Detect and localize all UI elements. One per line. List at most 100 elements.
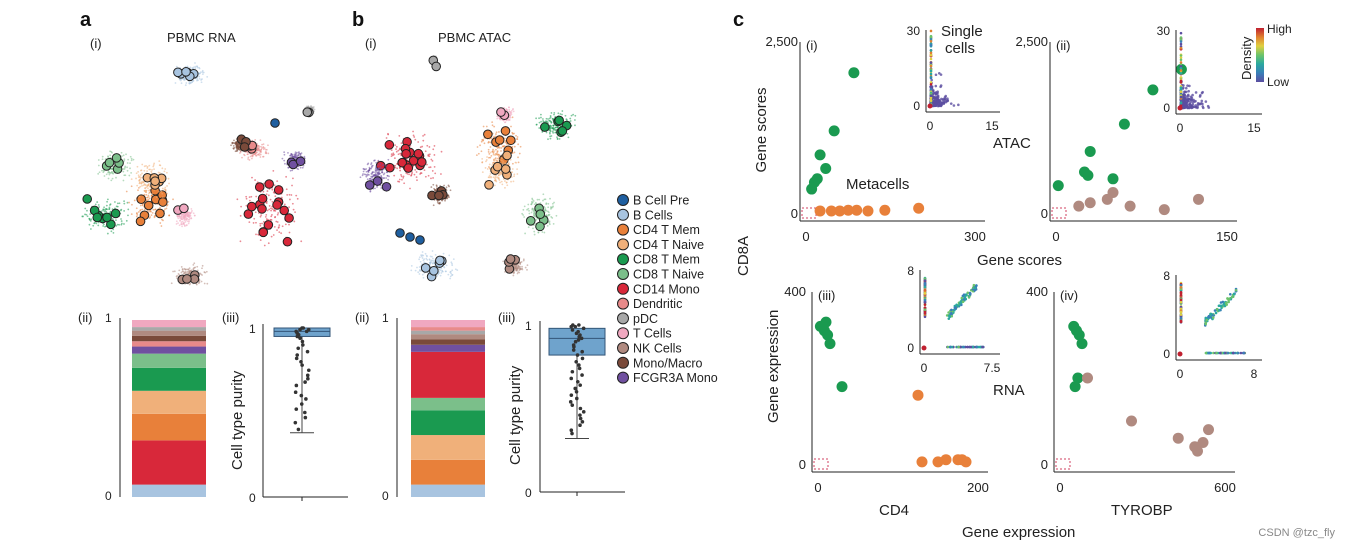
cell-dot [145,196,148,199]
cell-dot [265,218,268,220]
cell-dot [179,78,182,81]
cell-dot [486,168,489,170]
cell-dot [181,270,184,273]
cell-dot [313,108,316,111]
cell-dot [180,271,183,274]
cell-dot [517,156,519,159]
cell-dot [303,155,306,158]
inset-dot [1179,86,1183,90]
cell-dot [422,139,425,142]
cell-dot [285,188,288,191]
cell-dot [152,164,155,166]
cell-dot [523,205,526,208]
cell-dot [269,218,272,221]
cell-dot [130,178,133,181]
cell-dot [491,124,494,127]
cell-dot [271,188,274,191]
cell-dot [556,126,558,128]
cell-dot [259,239,262,242]
cell-dot [179,79,182,82]
metacell-point [1052,180,1064,192]
metacell-point [1203,424,1214,436]
cell-dot [424,252,427,255]
inset-dot [929,53,933,57]
cell-dot [500,150,502,152]
cell-dot [519,263,522,266]
inset-dot [923,298,927,302]
cell-dot [278,231,281,234]
x-tick-label: 0 [802,229,809,244]
metacell-marker [136,194,147,205]
cell-dot [200,280,203,283]
cell-dot [485,125,488,128]
legend-marker [617,268,629,280]
cell-dot [385,137,388,139]
cell-dot [449,189,452,192]
cell-dot [517,143,520,146]
cell-dot [178,224,181,227]
cell-dot [547,206,550,209]
metacell-point [1147,84,1159,96]
cell-dot [504,180,506,182]
cell-dot [198,77,201,80]
cell-dot [374,171,376,174]
cell-dot [375,165,378,168]
inset-dot [1191,102,1195,106]
cell-dot [283,203,286,206]
purity-point [301,326,306,330]
cell-dot [265,202,268,205]
composition-bar-a [132,320,206,497]
cell-dot [556,138,559,140]
cell-dot [377,159,380,162]
inset-dot [1179,95,1183,99]
cell-dot [191,209,193,212]
cell-dot [243,153,245,156]
metacell-marker [150,176,160,187]
cell-dot [187,218,190,221]
cell-dot [526,208,529,211]
cell-dot [178,215,181,218]
cell-dot [128,201,130,204]
cell-dot [292,155,294,158]
cell-dot [533,215,536,218]
cell-dot [526,264,529,267]
cell-dot [545,117,548,120]
cell-dot [432,177,434,179]
legend-marker [617,312,629,325]
cell-dot [545,209,548,212]
cell-dot [247,158,249,160]
inset-dot [929,35,933,39]
legend-label: Mono/Macro [633,356,703,370]
cell-dot [247,153,249,156]
cell-dot [256,144,259,147]
cell-dot [489,141,492,144]
panel-a-i-label: (i) [90,36,102,51]
cell-dot [542,199,544,202]
metacell-point [1193,193,1204,205]
cell-dot [175,223,178,225]
inset-dot [1194,99,1197,103]
comp-b-tick-bottom: 0 [382,489,389,503]
cell-dot [84,213,86,216]
metacell-marker [395,228,405,238]
cell-dot [137,170,140,173]
cell-dot [522,259,525,262]
metacell-marker [135,216,146,227]
cell-dot [416,179,418,182]
inset-dot [929,82,933,86]
cell-dot [195,283,198,286]
cell-dot [277,226,280,229]
metacell-point [1107,186,1119,198]
cell-dot [144,184,147,187]
cell-dot [145,164,147,167]
cell-dot [359,176,362,179]
cell-dot [281,225,284,228]
cell-dot [293,220,296,223]
cell-dot [268,208,271,211]
cell-dot [180,82,183,85]
metacell-marker [401,149,411,159]
purity-point [570,403,575,407]
cell-dot [447,184,450,187]
composition-segment [411,397,485,411]
